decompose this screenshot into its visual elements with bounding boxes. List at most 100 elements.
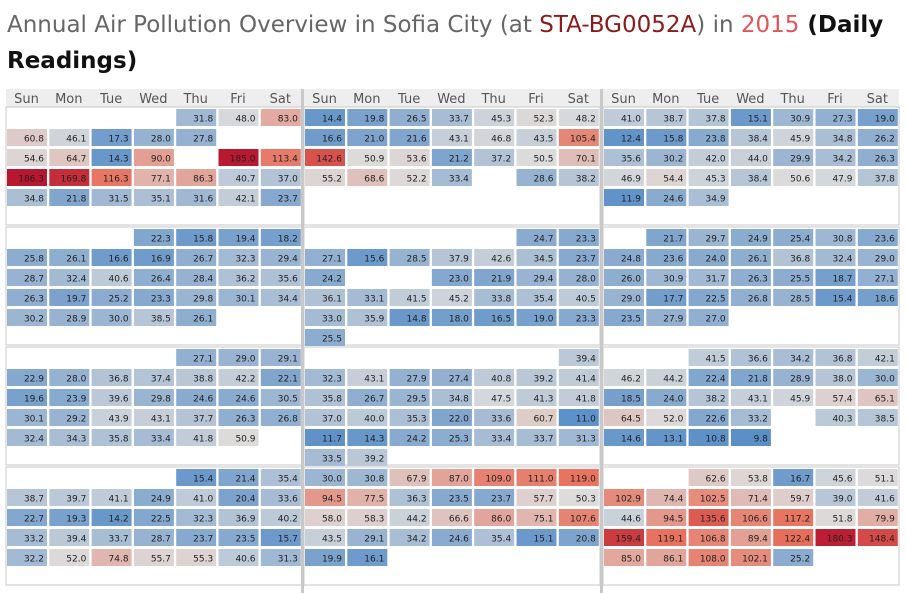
heat-cell[interactable]	[305, 489, 345, 506]
heat-cell[interactable]	[347, 109, 388, 126]
heat-cell[interactable]	[688, 149, 729, 166]
heat-cell[interactable]	[730, 349, 771, 366]
heat-cell[interactable]	[604, 369, 644, 386]
heat-cell[interactable]	[474, 129, 515, 146]
heat-cell[interactable]	[730, 109, 771, 126]
heat-cell[interactable]	[604, 149, 644, 166]
heat-cell[interactable]	[646, 169, 687, 186]
heat-cell[interactable]	[604, 169, 644, 186]
heat-cell[interactable]	[773, 489, 814, 506]
heat-cell[interactable]	[389, 509, 430, 526]
heat-cell[interactable]	[218, 509, 259, 526]
heat-cell[interactable]	[474, 509, 515, 526]
heat-cell[interactable]	[431, 389, 472, 406]
heat-cell[interactable]	[558, 349, 599, 366]
heat-cell[interactable]	[558, 389, 599, 406]
heat-cell[interactable]	[7, 149, 47, 166]
heat-cell[interactable]	[389, 109, 430, 126]
heat-cell[interactable]	[604, 549, 644, 566]
heat-cell[interactable]	[516, 469, 557, 486]
heat-cell[interactable]	[49, 149, 90, 166]
heat-cell[interactable]	[389, 249, 430, 266]
heat-cell[interactable]	[604, 309, 644, 326]
heat-cell[interactable]	[688, 289, 729, 306]
heat-cell[interactable]	[815, 149, 856, 166]
heat-cell[interactable]	[91, 189, 132, 206]
heat-cell[interactable]	[260, 469, 301, 486]
heat-cell[interactable]	[91, 429, 132, 446]
heat-cell[interactable]	[176, 169, 217, 186]
heat-cell[interactable]	[815, 249, 856, 266]
heat-cell[interactable]	[688, 309, 729, 326]
heat-cell[interactable]	[730, 169, 771, 186]
heat-cell[interactable]	[218, 529, 259, 546]
heat-cell[interactable]	[646, 129, 687, 146]
heat-cell[interactable]	[218, 189, 259, 206]
heat-cell[interactable]	[305, 309, 345, 326]
heat-cell[interactable]	[516, 249, 557, 266]
heat-cell[interactable]	[857, 229, 898, 246]
heat-cell[interactable]	[646, 389, 687, 406]
heat-cell[interactable]	[260, 149, 301, 166]
heat-cell[interactable]	[558, 289, 599, 306]
heat-cell[interactable]	[558, 149, 599, 166]
heat-cell[interactable]	[773, 469, 814, 486]
heat-cell[interactable]	[305, 429, 345, 446]
heat-cell[interactable]	[431, 489, 472, 506]
heat-cell[interactable]	[857, 369, 898, 386]
heat-cell[interactable]	[49, 289, 90, 306]
heat-cell[interactable]	[516, 389, 557, 406]
heat-cell[interactable]	[133, 389, 174, 406]
heat-cell[interactable]	[815, 129, 856, 146]
heat-cell[interactable]	[646, 529, 687, 546]
heat-cell[interactable]	[646, 149, 687, 166]
heat-cell[interactable]	[176, 369, 217, 386]
heat-cell[interactable]	[7, 289, 47, 306]
heat-cell[interactable]	[773, 229, 814, 246]
heat-cell[interactable]	[7, 269, 47, 286]
heat-cell[interactable]	[815, 489, 856, 506]
heat-cell[interactable]	[389, 169, 430, 186]
heat-cell[interactable]	[604, 409, 644, 426]
heat-cell[interactable]	[431, 529, 472, 546]
heat-cell[interactable]	[260, 349, 301, 366]
heat-cell[interactable]	[773, 509, 814, 526]
heat-cell[interactable]	[389, 149, 430, 166]
heat-cell[interactable]	[305, 509, 345, 526]
heat-cell[interactable]	[260, 409, 301, 426]
heat-cell[interactable]	[688, 129, 729, 146]
heat-cell[interactable]	[688, 189, 729, 206]
heat-cell[interactable]	[305, 529, 345, 546]
heat-cell[interactable]	[7, 529, 47, 546]
heat-cell[interactable]	[347, 489, 388, 506]
heat-cell[interactable]	[730, 469, 771, 486]
heat-cell[interactable]	[604, 189, 644, 206]
heat-cell[interactable]	[49, 549, 90, 566]
heat-cell[interactable]	[91, 149, 132, 166]
heat-cell[interactable]	[218, 349, 259, 366]
heat-cell[interactable]	[688, 249, 729, 266]
heat-cell[interactable]	[7, 389, 47, 406]
heat-cell[interactable]	[815, 389, 856, 406]
heat-cell[interactable]	[646, 109, 687, 126]
heat-cell[interactable]	[305, 129, 345, 146]
heat-cell[interactable]	[516, 149, 557, 166]
heat-cell[interactable]	[133, 269, 174, 286]
heat-cell[interactable]	[516, 409, 557, 426]
heat-cell[interactable]	[558, 129, 599, 146]
heat-cell[interactable]	[389, 369, 430, 386]
heat-cell[interactable]	[516, 369, 557, 386]
heat-cell[interactable]	[688, 169, 729, 186]
heat-cell[interactable]	[389, 309, 430, 326]
heat-cell[interactable]	[773, 109, 814, 126]
heat-cell[interactable]	[773, 249, 814, 266]
heat-cell[interactable]	[688, 389, 729, 406]
heat-cell[interactable]	[516, 529, 557, 546]
heat-cell[interactable]	[305, 109, 345, 126]
heat-cell[interactable]	[260, 389, 301, 406]
heat-cell[interactable]	[773, 529, 814, 546]
heat-cell[interactable]	[857, 249, 898, 266]
heat-cell[interactable]	[49, 389, 90, 406]
heat-cell[interactable]	[857, 149, 898, 166]
heat-cell[interactable]	[857, 489, 898, 506]
